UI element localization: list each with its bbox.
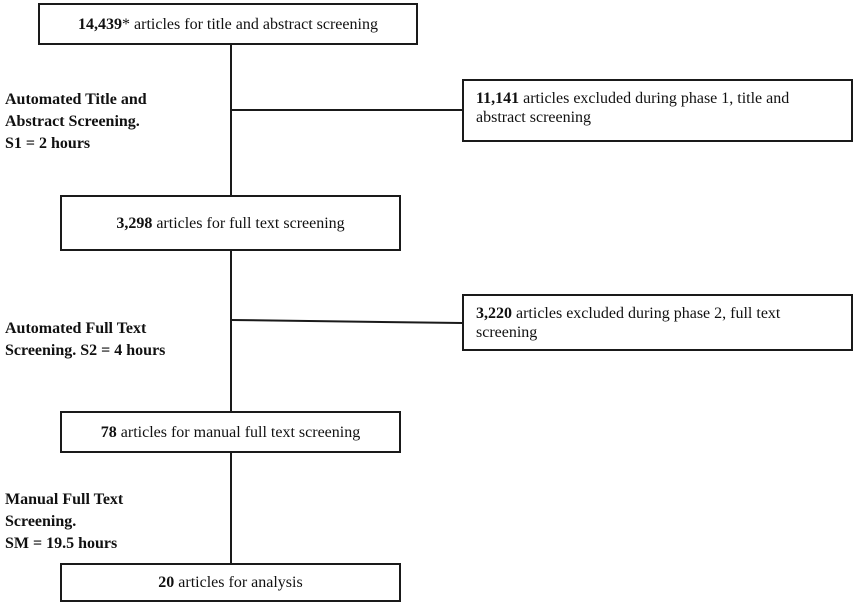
initial-count: 14,439 <box>78 15 123 33</box>
excluded2-text: articles excluded during phase 2, full t… <box>476 305 781 341</box>
sm-line2: Screening. <box>5 513 77 530</box>
s1-line1: Automated Title and <box>5 91 147 108</box>
stage-label-s1: Automated Title and Abstract Screening. … <box>5 89 147 155</box>
final-text: articles for analysis <box>174 574 303 591</box>
connector-to-excluded2 <box>230 319 463 324</box>
manual-text: articles for manual full text screening <box>116 423 361 441</box>
fulltext-text: articles for full text screening <box>152 214 345 232</box>
manual-count: 78 <box>100 423 117 441</box>
s1-line2: Abstract Screening. <box>5 113 140 130</box>
initial-asterisk: * <box>122 15 131 33</box>
excluded1-text: articles excluded during phase 1, title … <box>476 90 790 126</box>
initial-text: articles for title and abstract screenin… <box>130 15 378 33</box>
sm-line3: SM = 19.5 hours <box>5 535 118 552</box>
s1-line3: S1 = 2 hours <box>5 135 91 152</box>
box-excluded-phase1: 11,141 articles excluded during phase 1,… <box>462 79 853 142</box>
box-fulltext-articles: 3,298 articles for full text screening <box>60 195 401 251</box>
box-final-articles: 20 articles for analysis <box>60 563 401 602</box>
sm-line1: Manual Full Text <box>5 491 124 508</box>
s2-line1: Automated Full Text <box>5 320 147 337</box>
box-excluded-phase2: 3,220 articles excluded during phase 2, … <box>462 294 853 351</box>
excluded1-count: 11,141 <box>476 90 520 107</box>
final-count: 20 <box>158 574 175 591</box>
excluded2-count: 3,220 <box>476 305 512 322</box>
fulltext-count: 3,298 <box>116 214 153 232</box>
stage-label-sm: Manual Full Text Screening. SM = 19.5 ho… <box>5 489 123 555</box>
s2-line2: Screening. S2 = 4 hours <box>5 342 166 359</box>
stage-label-s2: Automated Full Text Screening. S2 = 4 ho… <box>5 318 165 362</box>
box-initial-articles: 14,439* articles for title and abstract … <box>38 3 418 45</box>
box-manual-articles: 78 articles for manual full text screeni… <box>60 411 401 453</box>
